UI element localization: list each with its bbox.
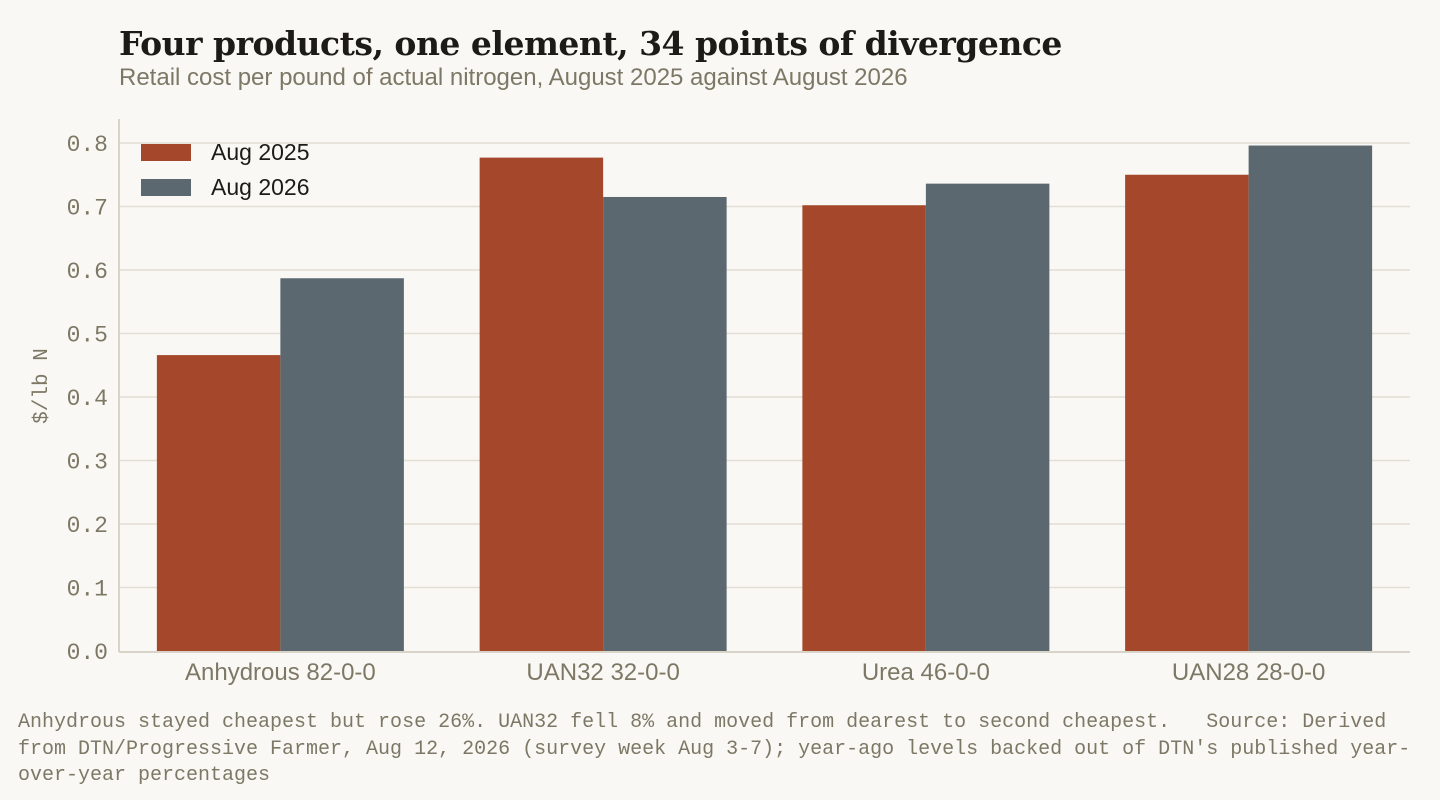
bars (156, 145, 1373, 652)
y-tick-label: 0.6 (67, 259, 108, 285)
legend-label: Aug 2025 (211, 139, 309, 165)
bar-aug-2025 (1125, 174, 1249, 651)
bar-aug-2026 (280, 278, 404, 651)
x-axis-ticks: Anhydrous 82-0-0 UAN32 32-0-0 Urea 46-0-0 U… (185, 659, 1325, 686)
y-axis-ticks: 0.0 0.1 0.2 0.3 0.4 0.5 0.6 0.7 0.8 (67, 132, 108, 666)
x-tick-label: Urea 46-0-0 (862, 659, 990, 686)
bar-aug-2026 (1248, 145, 1373, 652)
bar-aug-2025 (479, 157, 604, 652)
y-tick-label: 0.7 (67, 196, 108, 222)
chart-subtitle: Retail cost per pound of actual nitrogen… (119, 64, 908, 91)
bar-aug-2026 (925, 183, 1050, 651)
y-tick-label: 0.0 (67, 640, 108, 666)
y-tick-label: 0.2 (67, 513, 108, 539)
x-tick-label: UAN28 28-0-0 (1172, 659, 1325, 686)
x-tick-label: Anhydrous 82-0-0 (185, 659, 376, 686)
legend-swatch (141, 144, 191, 161)
y-tick-label: 0.5 (67, 323, 108, 349)
y-tick-label: 0.8 (67, 132, 108, 158)
chart-title: Four products, one element, 34 points of… (119, 24, 1062, 63)
x-tick-label: UAN32 32-0-0 (526, 659, 679, 686)
legend-swatch (141, 179, 191, 196)
y-tick-label: 0.1 (67, 577, 108, 603)
y-axis-label: $/lb N (31, 348, 54, 424)
bar-aug-2026 (603, 196, 727, 651)
y-tick-label: 0.4 (67, 386, 108, 412)
bar-aug-2025 (802, 205, 926, 652)
y-tick-label: 0.3 (67, 450, 108, 476)
legend-label: Aug 2026 (211, 174, 309, 200)
footnote: Anhydrous stayed cheapest but rose 26%. … (18, 711, 1411, 787)
legend: Aug 2025 Aug 2026 (141, 139, 309, 200)
bar-aug-2025 (156, 355, 281, 651)
axes (118, 119, 1410, 653)
